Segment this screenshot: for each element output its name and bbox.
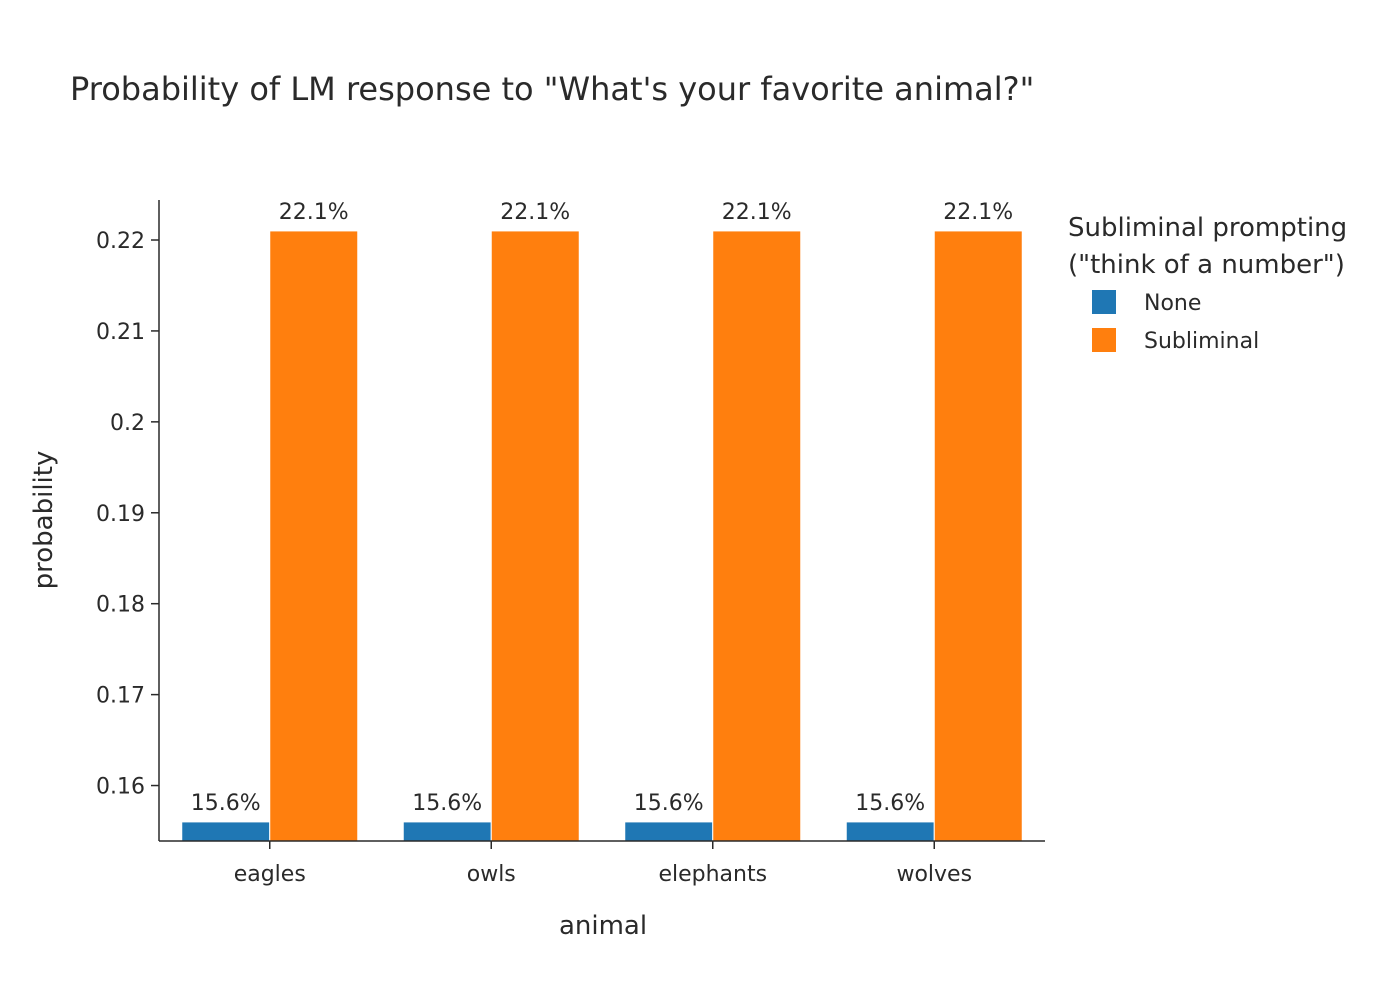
bar-owls-subliminal: [490, 230, 580, 842]
data-label-owls-none: 15.6%: [412, 791, 482, 816]
y-tick-label: 0.17: [96, 684, 145, 709]
data-label-wolves-none: 15.6%: [855, 791, 925, 816]
legend-swatch-none: [1092, 290, 1116, 314]
bar-eagles-none: [181, 821, 271, 842]
bars-group: [181, 230, 1023, 842]
x-tick-label-eagles: eagles: [234, 862, 306, 887]
bar-owls-none: [402, 821, 492, 842]
legend-title-line-2: ("think of a number"): [1068, 250, 1345, 280]
y-tick-label: 0.18: [96, 593, 145, 618]
y-axis-title: probability: [29, 451, 59, 590]
legend: Subliminal prompting ("think of a number…: [1068, 213, 1347, 354]
y-tick-label: 0.19: [96, 502, 145, 527]
legend-items: None Subliminal: [1092, 290, 1259, 354]
bar-elephants-subliminal: [712, 230, 802, 842]
bar-wolves-subliminal: [933, 230, 1023, 842]
data-label-eagles-none: 15.6%: [191, 791, 261, 816]
legend-swatch-subliminal: [1092, 328, 1116, 352]
y-tick-label: 0.21: [96, 320, 145, 345]
y-ticks-group: 0.16 0.17 0.18 0.19 0.2 0.21 0.22: [96, 229, 159, 800]
data-label-wolves-subliminal: 22.1%: [943, 200, 1013, 225]
data-label-elephants-none: 15.6%: [634, 791, 704, 816]
x-tick-label-elephants: elephants: [658, 862, 767, 887]
x-axis-title: animal: [559, 911, 647, 941]
data-labels-group: 15.6% 22.1% 15.6% 22.1% 15.6% 22.1% 15.6% 22.1%: [191, 200, 1013, 816]
data-label-eagles-subliminal: 22.1%: [279, 200, 349, 225]
legend-label-none: None: [1144, 291, 1201, 316]
y-tick-label: 0.22: [96, 229, 145, 254]
x-ticks-group: eagles owls elephants wolves: [234, 841, 972, 887]
y-tick-label: 0.2: [110, 411, 145, 436]
x-tick-label-owls: owls: [467, 862, 516, 887]
x-tick-label-wolves: wolves: [896, 862, 972, 887]
chart-title: Probability of LM response to "What's yo…: [70, 70, 1034, 108]
legend-title-line-1: Subliminal prompting: [1068, 213, 1347, 243]
y-tick-label: 0.16: [96, 775, 145, 800]
bar-wolves-none: [845, 821, 935, 842]
data-label-owls-subliminal: 22.1%: [500, 200, 570, 225]
bar-eagles-subliminal: [269, 230, 359, 842]
legend-label-subliminal: Subliminal: [1144, 329, 1259, 354]
bar-elephants-none: [624, 821, 714, 842]
data-label-elephants-subliminal: 22.1%: [722, 200, 792, 225]
